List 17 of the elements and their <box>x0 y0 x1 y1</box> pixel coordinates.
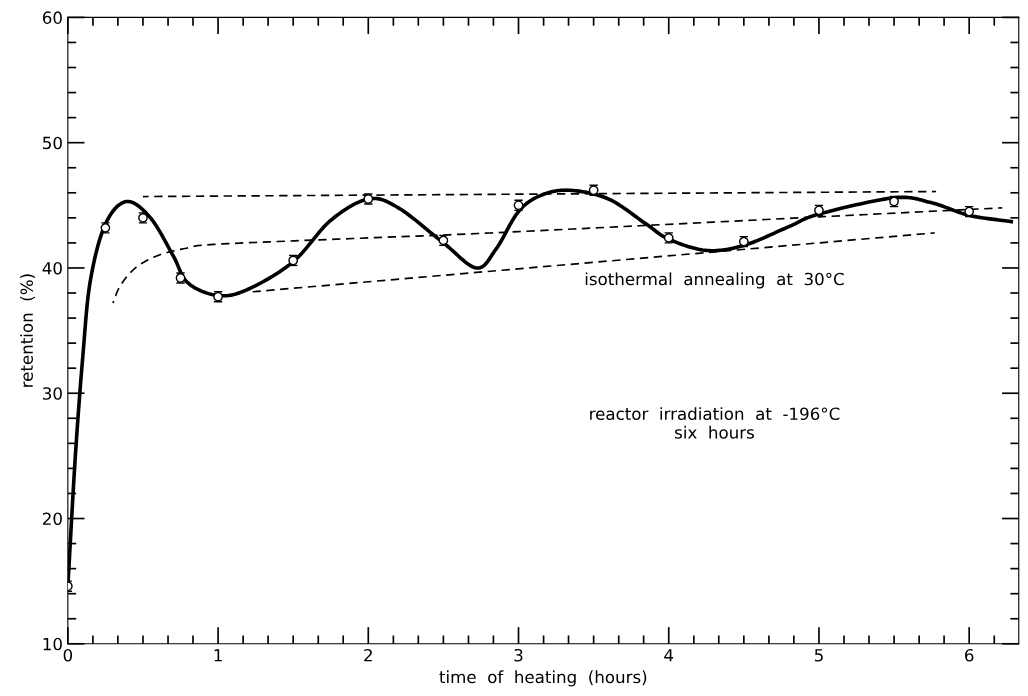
x-axis-title: time of heating (hours) <box>439 670 647 687</box>
y-tick-label: 50 <box>43 136 62 150</box>
y-axis-title: retention (%) <box>20 274 35 387</box>
x-tick-label: 2 <box>364 648 372 662</box>
x-tick-label: 3 <box>514 648 523 662</box>
y-tick-label: 60 <box>42 11 62 24</box>
x-tick-label: 1 <box>214 649 222 662</box>
y-tick-label: 10 <box>43 637 62 651</box>
x-tick-label: 0 <box>63 648 73 662</box>
y-tick-label: 20 <box>43 512 62 526</box>
x-tick-label: 6 <box>965 648 974 662</box>
y-tick-label: 30 <box>43 387 62 400</box>
x-tick-label: 5 <box>814 649 823 662</box>
y-tick-label: 40 <box>42 261 62 275</box>
annotation: isothermal annealing at 30°C <box>585 272 844 289</box>
annotation: reactor irradiation at -196°C six hours <box>590 407 840 439</box>
x-tick-label: 4 <box>664 649 674 662</box>
